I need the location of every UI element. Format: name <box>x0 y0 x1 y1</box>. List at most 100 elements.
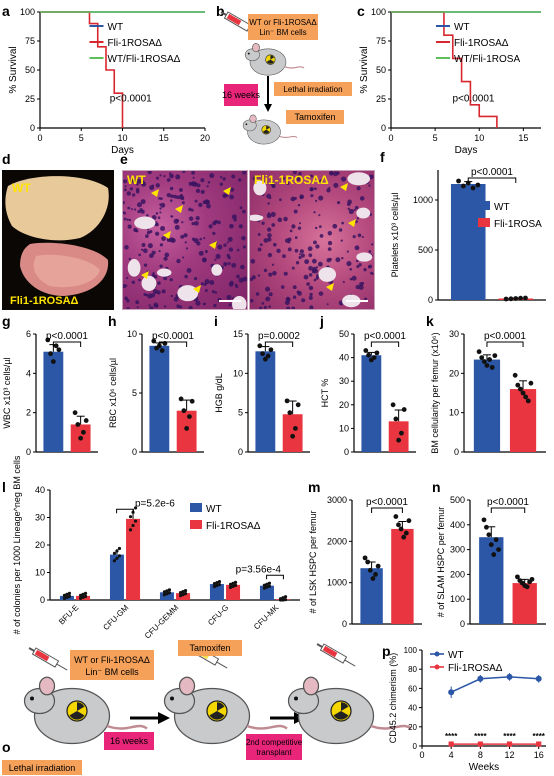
nucleus <box>326 188 331 193</box>
nucleus <box>128 218 132 222</box>
data-point <box>231 581 235 585</box>
data-point <box>528 380 534 386</box>
nucleus <box>292 285 297 290</box>
bar-chart-m: m 0 1000 2000 3000 # of LSK HSPC per femur p<0… <box>308 479 422 629</box>
nucleus <box>268 292 273 297</box>
nucleus <box>149 253 154 259</box>
nucleus <box>287 247 292 252</box>
syringe-plunger <box>220 11 227 16</box>
nucleus <box>200 178 205 183</box>
nucleus <box>293 209 298 214</box>
data-point <box>233 583 238 587</box>
histology-label-wt: WT <box>127 173 146 187</box>
data-point <box>268 347 274 353</box>
panel-l: l 0 10 20 30 40 # of colonies per 1000 Lineage… <box>0 455 306 643</box>
nucleus <box>299 222 302 225</box>
bar-chart-l: l 0 10 20 30 40 # of colonies per 1000 Lineage… <box>2 455 300 641</box>
nucleus <box>176 258 181 264</box>
nucleus <box>271 185 275 189</box>
nucleus <box>223 262 228 267</box>
y-tick-label: 50 <box>339 329 349 339</box>
bar-1 <box>512 583 537 624</box>
drug-label: Tamoxifen <box>189 643 230 653</box>
nucleus <box>175 219 180 223</box>
data-point <box>187 414 192 419</box>
bar-0 <box>149 345 170 452</box>
nucleus <box>359 196 365 201</box>
category-label: CFU-G <box>206 603 230 627</box>
nucleus <box>349 277 353 281</box>
cell-label-box <box>70 650 154 680</box>
data-point <box>78 596 83 600</box>
y-tick-label: 0 <box>30 123 35 133</box>
nucleus <box>299 195 304 200</box>
data-point <box>265 582 269 586</box>
nucleus <box>291 306 296 309</box>
nucleus <box>291 224 296 229</box>
histology-wt: WT <box>122 170 248 310</box>
bar-1 <box>176 410 197 452</box>
irradiation-label: Lethal irradiation <box>283 85 342 94</box>
nucleus <box>319 179 324 184</box>
legend-marker <box>434 651 440 657</box>
y-tick-label: 2000 <box>327 536 347 546</box>
nucleus <box>181 221 184 224</box>
nucleus <box>327 240 333 246</box>
nucleus <box>261 301 265 305</box>
data-point <box>461 183 466 189</box>
nucleus <box>126 277 129 280</box>
fat-vacuole <box>253 180 267 196</box>
nucleus <box>337 200 341 205</box>
data-point <box>456 178 461 184</box>
nucleus <box>251 275 256 280</box>
nucleus <box>279 198 282 202</box>
nucleus <box>166 178 171 182</box>
data-point <box>50 359 56 364</box>
data-point <box>470 185 476 191</box>
bar-0 <box>43 351 64 452</box>
nucleus <box>368 184 371 187</box>
y-axis-label: # of SLAM HSPC per femur <box>436 507 446 618</box>
y-tick-label: 6 <box>26 329 31 339</box>
arrowhead-marker <box>163 231 171 239</box>
data-point <box>512 372 518 378</box>
radiation-blades <box>69 702 85 720</box>
significance-stars: **** <box>445 732 458 741</box>
nucleus <box>169 173 174 179</box>
nucleus <box>135 188 140 192</box>
nucleus <box>267 237 272 242</box>
nucleus <box>308 295 313 300</box>
bar-chart-f: f 0 500 1000 Platelets x10³ cells/µl p<0.0001… <box>380 149 546 305</box>
nucleus <box>268 272 273 277</box>
nucleus <box>186 268 192 273</box>
histology-ko: Fli1-1ROSAΔ <box>249 170 375 310</box>
nucleus <box>309 292 313 297</box>
panel-b: b WT or Fli-1ROSAΔ Lin⁻ BM cells 16 weeks Le… <box>214 0 354 160</box>
data-point <box>476 349 482 355</box>
panel-i: i 0 5 10 15 HGB g/dL p=0.0002 <box>212 312 318 477</box>
nucleus <box>236 274 240 279</box>
y-tick-label: 75 <box>25 36 35 46</box>
x-tick-label: 8 <box>478 750 483 760</box>
nucleus <box>255 292 260 296</box>
nucleus <box>266 227 272 232</box>
x-axis-label: Days <box>455 145 478 156</box>
nucleus <box>191 171 196 175</box>
nucleus <box>226 294 232 300</box>
y-axis-label: % Survival <box>359 46 370 93</box>
mouse-eye <box>170 696 174 701</box>
data-point <box>83 594 88 598</box>
arrowhead-marker <box>141 271 149 279</box>
nucleus <box>152 288 158 294</box>
data-point <box>278 597 283 601</box>
data-point <box>65 595 69 599</box>
bar-CFU-G <box>226 584 241 600</box>
data-point <box>262 356 268 362</box>
data-point <box>131 523 135 528</box>
panel-label-k: k <box>426 313 434 329</box>
data-point <box>375 563 381 569</box>
data-point <box>183 589 188 593</box>
nucleus <box>326 303 329 306</box>
nucleus <box>291 266 295 270</box>
nucleus <box>229 223 234 229</box>
